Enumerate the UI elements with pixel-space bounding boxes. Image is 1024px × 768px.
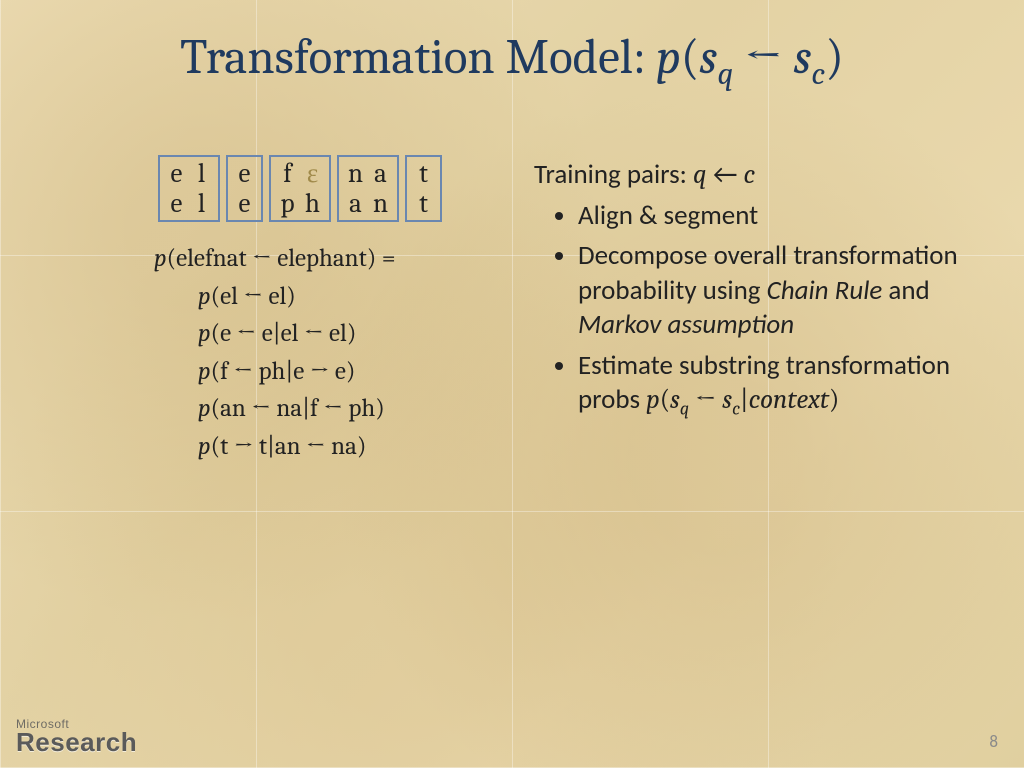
bullet-align-segment: Align & segment	[578, 199, 994, 234]
bullet-list: Align & segment Decompose overall transf…	[534, 199, 994, 422]
eq-eq: =	[376, 244, 395, 273]
f-s1: s	[670, 384, 680, 415]
align-cell-bottom: n	[368, 189, 393, 219]
logo-line1: Microsoft	[16, 717, 137, 731]
bullet3-formula: p(sq ← sc|context)	[646, 384, 839, 415]
lead-prefix: Training pairs:	[534, 158, 693, 191]
title-sc-sub: c	[811, 55, 825, 92]
equation-header: p(elefnat ← elephant) =	[154, 240, 520, 278]
left-column: eleleefεphnaantt p(elefnat ← elephant) =…	[150, 155, 520, 465]
title-arrow: ←	[734, 30, 794, 86]
title-p: p	[656, 30, 681, 86]
bullet-decompose: Decompose overall transformation probabi…	[578, 239, 994, 343]
logo-line2: Research	[16, 731, 137, 754]
slide: Transformation Model: p(sq ← sc) eleleef…	[0, 0, 1024, 768]
align-cell-top: e	[232, 159, 257, 189]
title-sq-sub: q	[717, 55, 733, 92]
training-pairs-line: Training pairs: q ← c	[534, 158, 994, 193]
equation-line: p(an ← na|f ← ph)	[198, 390, 520, 428]
eq-p: p	[154, 244, 167, 273]
align-cell-top: e	[164, 159, 189, 189]
title-close: )	[825, 30, 844, 86]
equation-line: p(t → t|an ← na)	[198, 428, 520, 466]
title-open: (	[681, 30, 700, 86]
title-prefix: Transformation Model:	[180, 30, 656, 86]
eq-lhs: elefnat	[176, 244, 246, 273]
title-sc: s	[794, 30, 812, 86]
alignment-segment: naan	[337, 155, 399, 222]
align-cell-bottom: a	[343, 189, 368, 219]
f-c: c	[732, 398, 740, 420]
align-cell-bottom: e	[164, 189, 189, 219]
f-ctx: context	[749, 384, 829, 415]
eq-close: )	[367, 244, 377, 273]
align-cell-top: ε	[300, 159, 325, 189]
f-p: p	[646, 384, 660, 415]
eq-rhs: elephant	[277, 244, 367, 273]
alignment-segment: tt	[405, 155, 442, 222]
bullet-estimate: Estimate substring transformation probs …	[578, 349, 994, 421]
equation-line: p(e ← e|el ← el)	[198, 315, 520, 353]
align-cell-bottom: l	[189, 189, 214, 219]
equation-line: p(el ← el)	[198, 278, 520, 316]
page-number: 8	[989, 731, 998, 752]
bullet2-chainrule: Chain Rule	[767, 274, 883, 307]
alignment-segment: fεph	[269, 155, 331, 222]
equation-lines: p(el ← el)p(e ← e|el ← el)p(f ← ph|e → e…	[198, 278, 520, 466]
align-cell-top: n	[343, 159, 368, 189]
align-cell-bottom: t	[411, 189, 436, 219]
f-q: q	[680, 398, 689, 420]
lead-c: c	[744, 159, 756, 190]
align-cell-top: f	[275, 159, 300, 189]
logo: Microsoft Research	[16, 717, 137, 754]
alignment-table: eleleefεphnaantt	[158, 155, 520, 222]
equation-line: p(f ← ph|e → e)	[198, 353, 520, 391]
align-cell-bottom: h	[300, 189, 325, 219]
lead-arrow: ←	[707, 158, 744, 191]
title-formula: p(sq ← sc)	[656, 30, 844, 86]
slide-title: Transformation Model: p(sq ← sc)	[0, 30, 1024, 92]
align-cell-top: t	[411, 159, 436, 189]
align-cell-bottom: p	[275, 189, 300, 219]
align-cell-top: l	[189, 159, 214, 189]
lead-q: q	[693, 159, 707, 190]
f-close: )	[829, 384, 839, 415]
alignment-segment: elel	[158, 155, 220, 222]
f-arrow: ←	[689, 384, 722, 415]
alignment-segment: ee	[226, 155, 263, 222]
f-open: (	[660, 384, 670, 415]
align-cell-top: a	[368, 159, 393, 189]
f-bar: |	[740, 384, 749, 415]
bullet2-and: and	[882, 274, 929, 307]
title-sq: s	[700, 30, 718, 86]
eq-arrow: ←	[247, 244, 278, 273]
bullet2-markov: Markov assumption	[578, 308, 794, 341]
eq-open: (	[167, 244, 177, 273]
equation-block: p(elefnat ← elephant) = p(el ← el)p(e ← …	[150, 240, 520, 465]
f-s2: s	[722, 384, 732, 415]
align-cell-bottom: e	[232, 189, 257, 219]
right-column: Training pairs: q ← c Align & segment De…	[534, 158, 994, 427]
